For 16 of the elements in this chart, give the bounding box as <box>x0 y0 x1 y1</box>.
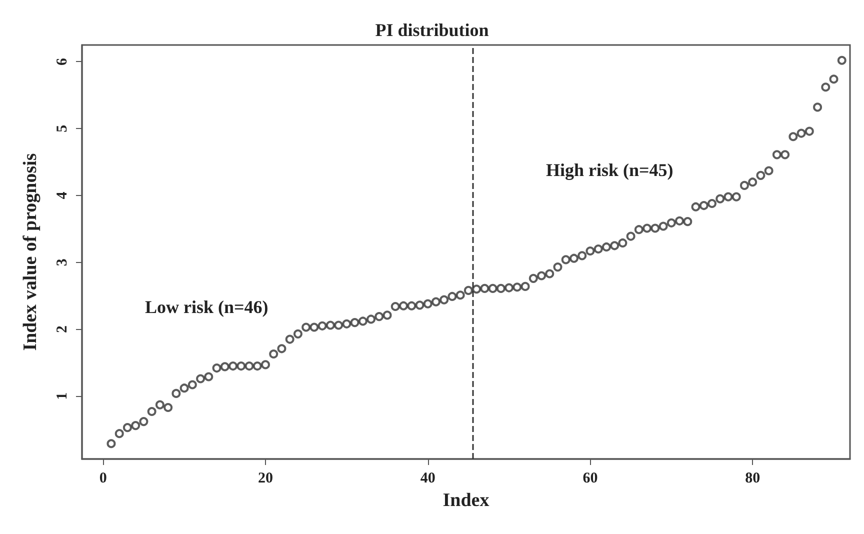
annotation: High risk (n=45) <box>546 160 674 180</box>
y-tick-label: 5 <box>54 124 70 132</box>
x-axis-title: Index <box>442 490 490 511</box>
x-tick-label: 20 <box>258 470 273 486</box>
y-axis-title: Index value of prognosis <box>20 153 41 351</box>
y-tick-label: 1 <box>54 392 70 400</box>
chart-title: PI distribution <box>375 20 489 40</box>
y-tick-label: 3 <box>54 258 70 266</box>
x-tick-label: 40 <box>420 470 436 486</box>
annotation: Low risk (n=46) <box>145 297 268 317</box>
x-tick-label: 60 <box>582 470 598 486</box>
y-tick-label: 6 <box>54 57 70 66</box>
y-tick-label: 2 <box>54 326 70 333</box>
x-tick-label: 0 <box>99 470 107 486</box>
y-tick-label: 4 <box>54 191 70 200</box>
x-tick-label: 80 <box>745 470 760 486</box>
